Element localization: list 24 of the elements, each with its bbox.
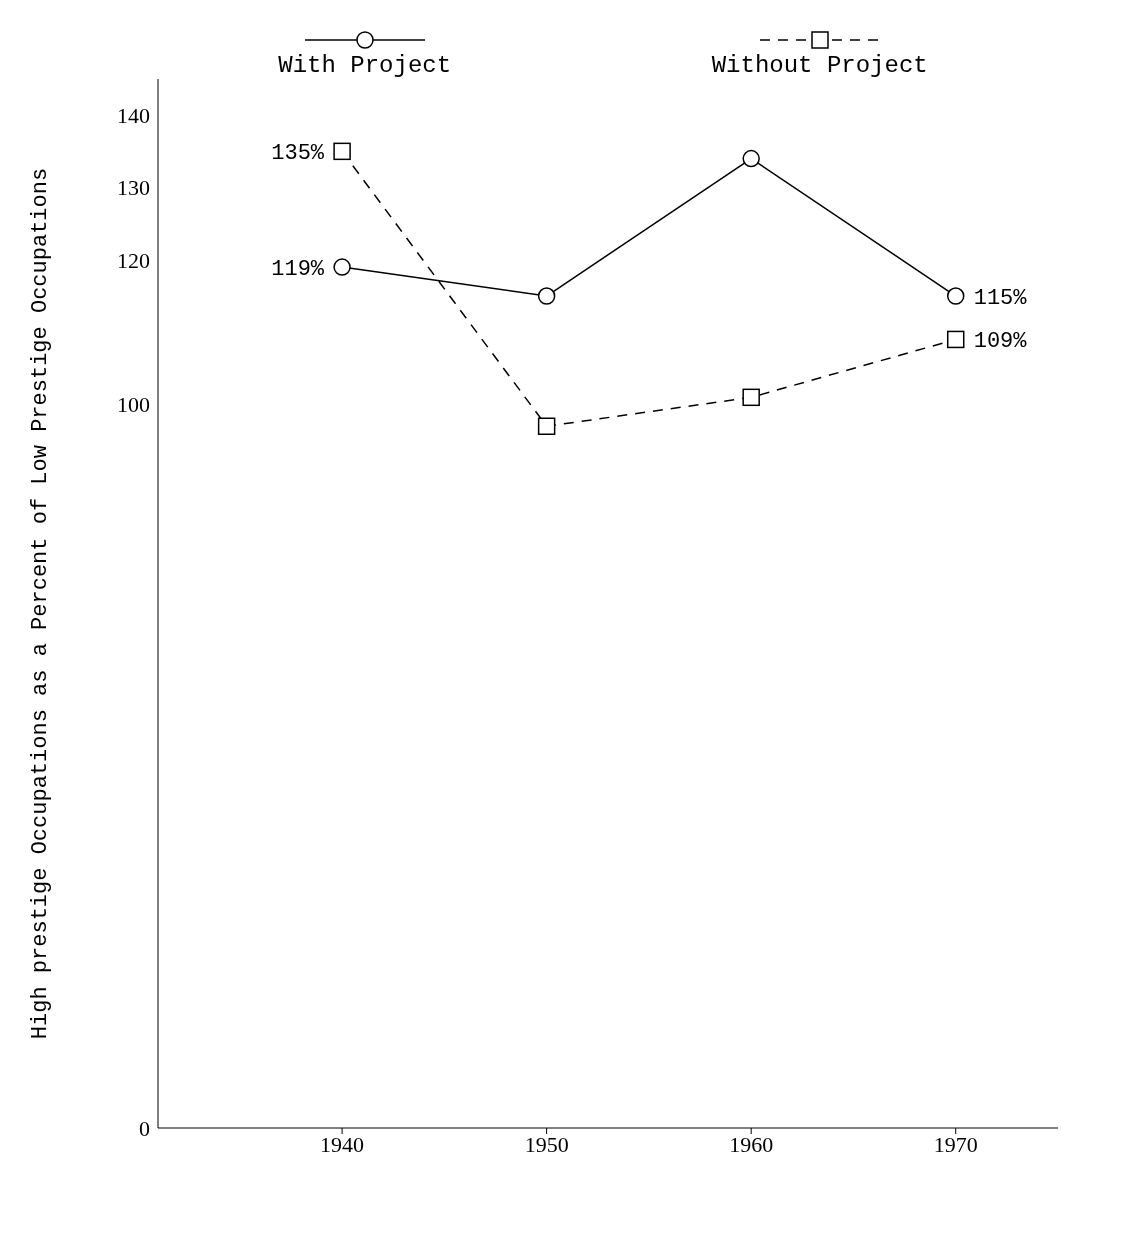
y-tick-label: 130: [117, 175, 150, 201]
point: [333, 142, 351, 161]
y-tick-label: 140: [117, 102, 150, 128]
point: [742, 149, 760, 168]
x-tick-label: 1960: [729, 1131, 774, 1157]
point: [946, 287, 965, 305]
x-tick-label: 1970: [933, 1131, 978, 1157]
point: [537, 287, 556, 305]
data-label: 109%: [973, 329, 1028, 355]
point: [333, 258, 351, 276]
y-axis-title: High prestige Occupations as a Percent of Low Prestige Occupations: [27, 167, 53, 1040]
data-label: 135%: [271, 141, 325, 167]
x-tick-label: 1950: [524, 1131, 569, 1157]
data-label: 119%: [271, 257, 325, 283]
point: [946, 330, 965, 349]
y-tick-label: 120: [117, 247, 150, 273]
x-tick-label: 1940: [320, 1131, 365, 1157]
data-label: 115%: [973, 286, 1028, 312]
y-tick-label: 100: [117, 392, 150, 418]
point: [742, 388, 760, 407]
legend-label: With Project: [278, 52, 452, 79]
point: [537, 417, 556, 436]
y-tick-label: 0: [139, 1115, 150, 1141]
legend-label: Without Project: [711, 52, 928, 79]
